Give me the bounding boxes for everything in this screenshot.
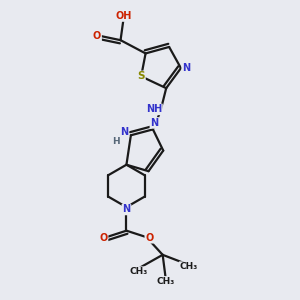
Text: CH₃: CH₃ [130,267,148,276]
Text: S: S [137,71,145,81]
Text: H: H [112,137,119,146]
Text: N: N [182,63,190,73]
Text: O: O [93,31,101,41]
Text: OH: OH [115,11,132,21]
Text: N: N [150,118,158,128]
Text: CH₃: CH₃ [179,262,198,271]
Text: O: O [99,233,108,243]
Text: N: N [120,127,128,137]
Text: CH₃: CH₃ [157,277,175,286]
Text: O: O [145,233,154,243]
Text: N: N [122,205,130,214]
Text: NH: NH [146,104,162,114]
